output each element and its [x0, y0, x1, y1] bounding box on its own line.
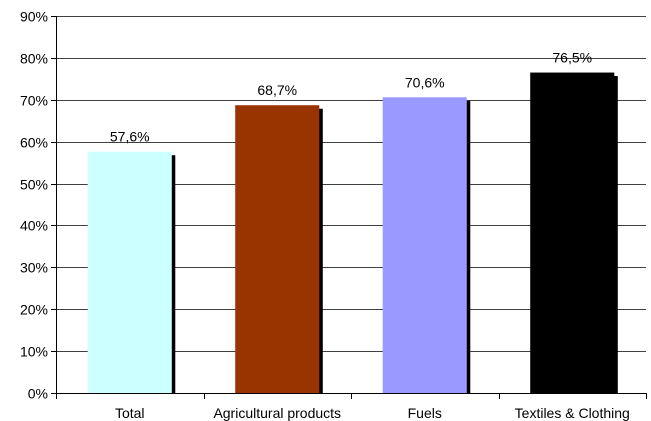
bar: [530, 72, 615, 394]
y-tick-label: 20%: [20, 302, 48, 318]
bar: [87, 151, 172, 393]
category-label: Fuels: [408, 405, 442, 421]
labels: 0% 10% 20% 30% 40% 50% 60% 70% 80% 90% 57,6% Total 6…: [20, 9, 630, 421]
y-tick-label: 0%: [28, 386, 48, 402]
y-tick-label: 60%: [20, 135, 48, 151]
y-tick-label: 70%: [20, 93, 48, 109]
y-tick-label: 50%: [20, 177, 48, 193]
bars: [87, 72, 618, 394]
y-tick-label: 10%: [20, 344, 48, 360]
data-label: 57,6%: [110, 129, 150, 145]
data-label: 76,5%: [552, 50, 592, 66]
y-tick-label: 90%: [20, 9, 48, 25]
bar: [382, 97, 467, 394]
y-tick-label: 30%: [20, 260, 48, 276]
y-tick-label: 80%: [20, 51, 48, 67]
category-label: Textiles & Clothing: [515, 405, 630, 421]
bar: [235, 105, 320, 394]
category-label: Total: [115, 405, 145, 421]
axes: [51, 16, 647, 399]
y-tick-label: 40%: [20, 218, 48, 234]
data-label: 68,7%: [257, 82, 297, 98]
category-label: Agricultural products: [213, 405, 341, 421]
data-label: 70,6%: [405, 74, 445, 90]
